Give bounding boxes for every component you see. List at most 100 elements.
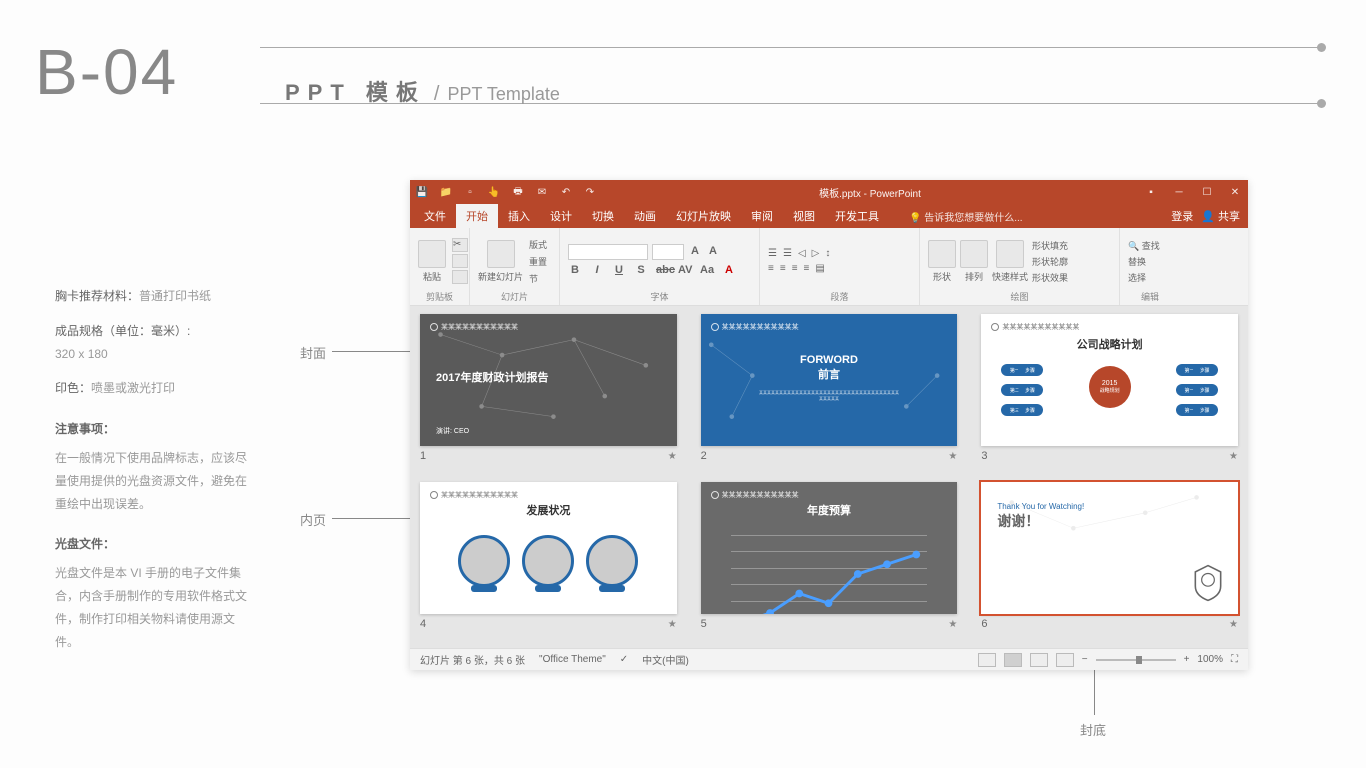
numbering-icon[interactable]: ☰ bbox=[783, 248, 792, 259]
align-center-icon[interactable]: ≡ bbox=[780, 263, 786, 274]
spell-check-icon[interactable]: ✓ bbox=[620, 654, 628, 665]
group-drawing: 形状 排列 快速样式 形状填充 形状轮廓 形状效果 绘图 bbox=[920, 228, 1120, 305]
reading-view-button[interactable] bbox=[1030, 653, 1048, 667]
reset-button[interactable]: 重置 bbox=[529, 255, 547, 268]
normal-view-button[interactable] bbox=[978, 653, 996, 667]
arrange-label: 排列 bbox=[965, 270, 983, 283]
font-color-button[interactable]: A bbox=[722, 264, 736, 278]
increase-font-icon[interactable]: A bbox=[688, 245, 702, 259]
indent-decrease-icon[interactable]: ◁ bbox=[798, 248, 806, 259]
tab-transitions[interactable]: 切换 bbox=[582, 204, 624, 228]
quick-styles-button[interactable]: 快速样式 bbox=[992, 240, 1028, 283]
spacing-button[interactable]: AV bbox=[678, 264, 692, 278]
tab-insert[interactable]: 插入 bbox=[498, 204, 540, 228]
ribbon-tabs: 文件 开始 插入 设计 切换 动画 幻灯片放映 审阅 视图 开发工具 💡 告诉我… bbox=[410, 204, 1248, 228]
tell-me-search[interactable]: 💡 告诉我您想要做什么... bbox=[901, 205, 1031, 228]
zoom-level[interactable]: 100% bbox=[1197, 654, 1223, 665]
underline-button[interactable]: U bbox=[612, 264, 626, 278]
font-size-select[interactable] bbox=[652, 244, 684, 260]
shape-outline-button[interactable]: 形状轮廓 bbox=[1032, 255, 1068, 268]
find-button[interactable]: 🔍 查找 bbox=[1128, 239, 1160, 252]
bullets-icon[interactable]: ☰ bbox=[768, 248, 777, 259]
font-label: 字体 bbox=[568, 290, 751, 303]
tab-slideshow[interactable]: 幻灯片放映 bbox=[666, 204, 741, 228]
slide-thumbnail-4[interactable]: 某某某某某某某某某某某 发展状况 4★ bbox=[420, 482, 677, 630]
shapes-label: 形状 bbox=[933, 270, 951, 283]
cut-icon[interactable]: ✂ bbox=[452, 238, 468, 252]
email-icon[interactable]: ✉ bbox=[536, 186, 548, 198]
transition-indicator-icon: ★ bbox=[1229, 619, 1238, 630]
columns-icon[interactable]: ▤ bbox=[815, 263, 824, 274]
share-button[interactable]: 👤 共享 bbox=[1201, 208, 1240, 224]
format-painter-icon[interactable] bbox=[452, 270, 468, 284]
shapes-button[interactable]: 形状 bbox=[928, 240, 956, 283]
justify-icon[interactable]: ≡ bbox=[804, 263, 810, 274]
slide-thumbnail-6[interactable]: Thank You for Watching! 谢谢！ 6★ bbox=[981, 482, 1238, 630]
slide-4-title: 发展状况 bbox=[526, 502, 570, 518]
decrease-font-icon[interactable]: A bbox=[706, 245, 720, 259]
shadow-button[interactable]: S bbox=[634, 264, 648, 278]
slideshow-view-button[interactable] bbox=[1056, 653, 1074, 667]
notice-text: 在一般情况下使用品牌标志，应该尽量使用提供的光盘资源文件，避免在重绘中出现误差。 bbox=[55, 447, 255, 515]
strikethrough-button[interactable]: abc bbox=[656, 264, 670, 278]
tab-review[interactable]: 审阅 bbox=[741, 204, 783, 228]
save-icon[interactable]: 💾 bbox=[416, 186, 428, 198]
tab-animations[interactable]: 动画 bbox=[624, 204, 666, 228]
undo-icon[interactable]: ↶ bbox=[560, 186, 572, 198]
annotation-inner: 内页 bbox=[300, 510, 326, 529]
group-paragraph: ☰ ☰ ◁ ▷ ↕ ≡ ≡ ≡ ≡ ▤ 段落 bbox=[760, 228, 920, 305]
paste-button[interactable]: 粘贴 bbox=[418, 240, 446, 283]
tab-home[interactable]: 开始 bbox=[456, 204, 498, 228]
redo-icon[interactable]: ↷ bbox=[584, 186, 596, 198]
notice-label: 注意事项： bbox=[55, 418, 255, 441]
print-icon[interactable]: 🖶 bbox=[512, 186, 524, 198]
touch-icon[interactable]: 👆 bbox=[488, 186, 500, 198]
line-spacing-icon[interactable]: ↕ bbox=[825, 248, 830, 259]
italic-button[interactable]: I bbox=[590, 264, 604, 278]
minimize-icon[interactable]: ─ bbox=[1172, 187, 1186, 198]
sorter-view-button[interactable] bbox=[1004, 653, 1022, 667]
new-slide-button[interactable]: 新建幻灯片 bbox=[478, 240, 523, 283]
indent-increase-icon[interactable]: ▷ bbox=[812, 248, 820, 259]
slide-thumbnail-5[interactable]: 某某某某某某某某某某某 年度预算 bbox=[701, 482, 958, 630]
zoom-out-button[interactable]: − bbox=[1082, 654, 1088, 665]
tab-design[interactable]: 设计 bbox=[540, 204, 582, 228]
slide-count-info[interactable]: 幻灯片 第 6 张，共 6 张 bbox=[420, 652, 525, 667]
tab-developer[interactable]: 开发工具 bbox=[825, 204, 889, 228]
slide-thumbnail-3[interactable]: 某某某某某某某某某某某 公司战略计划 2015 战略规划 第一个步骤 第二个步骤… bbox=[981, 314, 1238, 462]
slide-sorter[interactable]: 某某某某某某某某某某某 2017年度财政计划报告 演讲: CEO 1★ 某某某某… bbox=[410, 306, 1248, 648]
tab-view[interactable]: 视图 bbox=[783, 204, 825, 228]
new-icon[interactable]: ▫ bbox=[464, 186, 476, 198]
ribbon-body: 粘贴 ✂ 剪贴板 新建幻灯片 版式 重置 节 bbox=[410, 228, 1248, 306]
thank-you-en: Thank You for Watching! bbox=[997, 502, 1084, 511]
fit-to-window-button[interactable]: ⛶ bbox=[1231, 654, 1238, 665]
section-button[interactable]: 节 bbox=[529, 272, 547, 285]
shape-fill-button[interactable]: 形状填充 bbox=[1032, 239, 1068, 252]
slide-thumbnail-2[interactable]: 某某某某某某某某某某某 FORWORD 前言 某某某某某某某某某某某某某某某某某… bbox=[701, 314, 958, 462]
maximize-icon[interactable]: ☐ bbox=[1200, 187, 1214, 198]
editing-label: 编辑 bbox=[1128, 290, 1172, 303]
select-button[interactable]: 选择 bbox=[1128, 271, 1160, 284]
case-button[interactable]: Aa bbox=[700, 264, 714, 278]
arrange-button[interactable]: 排列 bbox=[960, 240, 988, 283]
close-icon[interactable]: ✕ bbox=[1228, 187, 1242, 198]
strategy-pill: 第一个步骤 bbox=[1176, 364, 1218, 376]
login-link[interactable]: 登录 bbox=[1171, 208, 1193, 224]
header-title: PPT 模板 / PPT Template bbox=[285, 75, 560, 107]
layout-button[interactable]: 版式 bbox=[529, 238, 547, 251]
tab-file[interactable]: 文件 bbox=[414, 204, 456, 228]
align-left-icon[interactable]: ≡ bbox=[768, 263, 774, 274]
replace-button[interactable]: 替换 bbox=[1128, 255, 1160, 268]
font-family-select[interactable] bbox=[568, 244, 648, 260]
zoom-slider[interactable] bbox=[1096, 659, 1176, 661]
ribbon-options-icon[interactable]: ▪ bbox=[1144, 187, 1158, 198]
slide-thumbnail-1[interactable]: 某某某某某某某某某某某 2017年度财政计划报告 演讲: CEO 1★ bbox=[420, 314, 677, 462]
bold-button[interactable]: B bbox=[568, 264, 582, 278]
align-right-icon[interactable]: ≡ bbox=[792, 263, 798, 274]
zoom-in-button[interactable]: + bbox=[1184, 654, 1190, 665]
copy-icon[interactable] bbox=[452, 254, 468, 268]
language-info[interactable]: 中文(中国) bbox=[642, 652, 689, 667]
folder-icon[interactable]: 📁 bbox=[440, 186, 452, 198]
theme-info: "Office Theme" bbox=[539, 654, 606, 665]
shape-effects-button[interactable]: 形状效果 bbox=[1032, 271, 1068, 284]
